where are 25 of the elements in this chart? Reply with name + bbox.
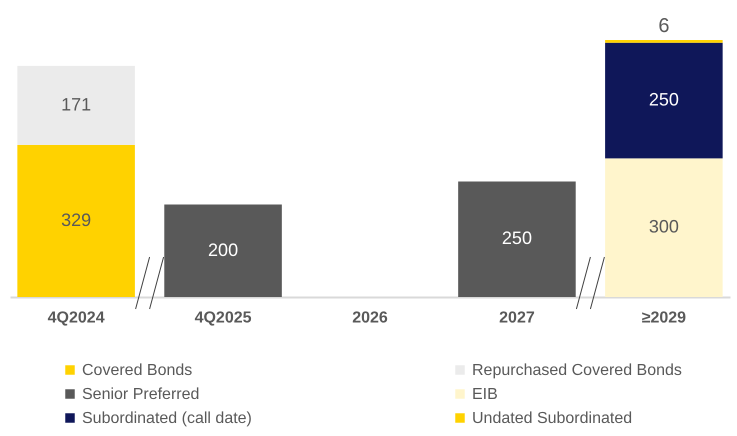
bar [17,66,135,145]
data-label: 171 [61,94,92,114]
bar [458,181,576,297]
legend-label: Undated Subordinated [472,410,632,427]
x-tick-label: 4Q2024 [48,310,105,326]
bar [164,204,282,297]
x-tick-label: 2027 [499,310,535,326]
bar [17,144,135,297]
bar [605,158,723,297]
data-label: 250 [648,90,679,110]
legend-label: EIB [472,386,498,403]
data-label: 200 [208,240,238,260]
x-tick-label: ≥2029 [642,310,686,326]
data-label: 6 [658,15,670,37]
legend-label: Repurchased Covered Bonds [472,362,682,379]
data-label: 329 [61,210,92,230]
data-label: 300 [648,216,679,237]
x-tick-label: 2026 [352,310,388,326]
bar [605,42,723,158]
legend-label: Senior Preferred [82,386,200,403]
x-tick-label: 4Q2025 [194,310,252,326]
legend-label: Covered Bonds [82,362,192,379]
data-label: 250 [502,228,532,248]
legend-label: Subordinated (call date) [82,410,252,427]
bar [605,40,723,43]
